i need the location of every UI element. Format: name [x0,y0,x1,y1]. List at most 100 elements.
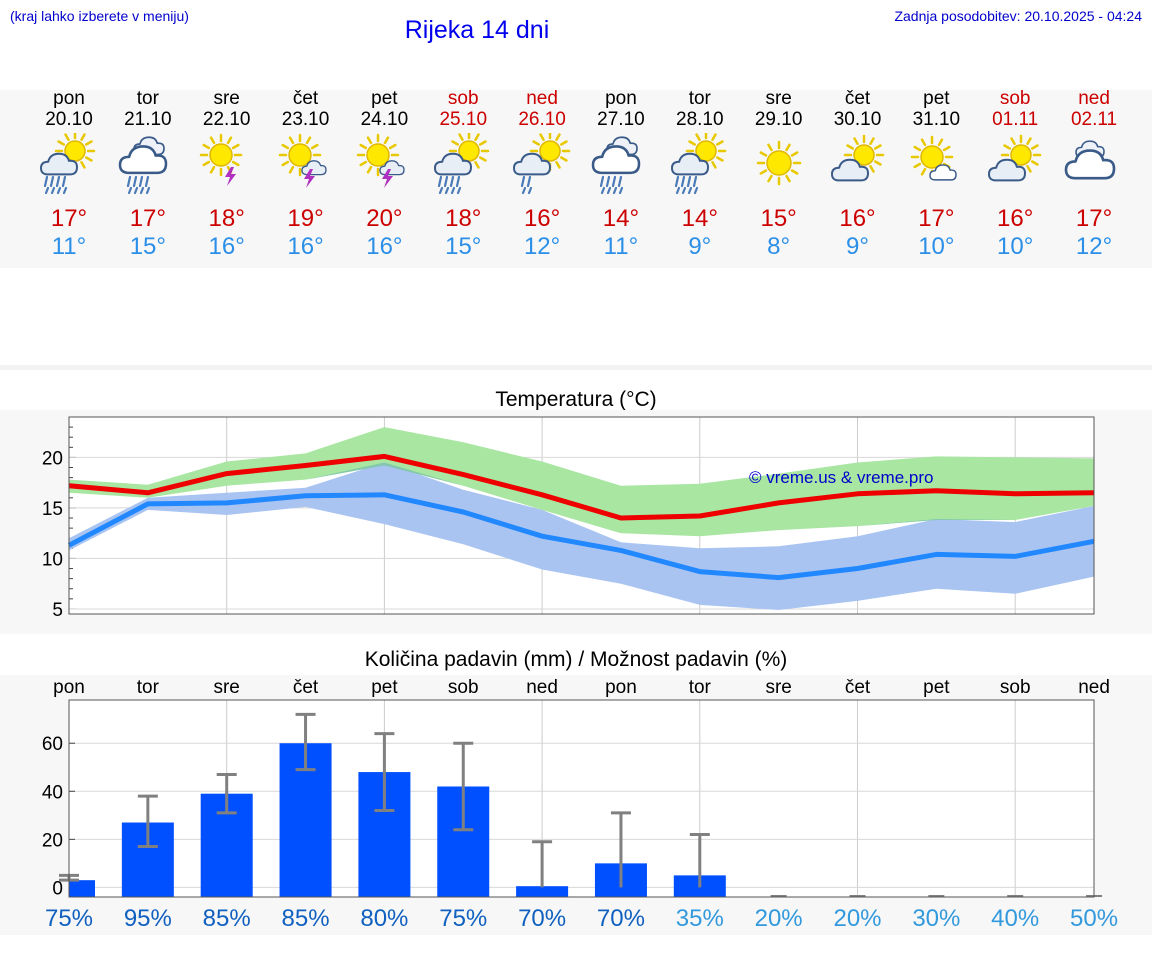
precipitation-probability: 70% [518,905,567,932]
day-name: pon [605,88,637,109]
x-tick-label: sob [1000,677,1031,698]
page-title: Rijeka 14 dni [404,16,550,44]
day-column: pet 31.10 17° 10° [891,89,981,261]
y-tick-label: 20 [42,830,63,851]
day-date: 29.10 [754,109,803,130]
max-temperature: 17° [129,205,166,232]
day-date: 20.10 [45,109,93,130]
max-temperature: 16° [997,205,1034,232]
day-column: sob 25.10 18° 15° [418,89,508,261]
precipitation-chart: pon tor sre čet pet sob ned pon tor sre čet pet sob n… [42,677,1110,899]
max-temperature: 14° [602,205,640,232]
day-name: sre [765,88,792,109]
min-temperature: 9° [846,233,869,260]
day-name: sob [447,88,479,109]
x-tick-label: pet [923,677,950,698]
x-tick-label: ned [1078,677,1110,698]
cloud-rain-icon [591,136,641,195]
day-date: 23.10 [281,109,330,130]
max-temperature: 19° [287,205,324,232]
sun-cloud-rain-icon [434,133,490,195]
max-temperature: 17° [50,205,88,232]
y-tick-label: 60 [42,734,63,755]
max-temperature-line [68,453,1095,521]
day-date: 28.10 [676,109,724,130]
min-temperature: 10° [918,233,955,260]
day-name: sre [213,88,240,109]
cloud-rain-icon [118,136,168,195]
x-tick-label: pet [371,677,398,698]
precipitation-chart-title: Količina padavin (mm) / Možnost padavin … [364,648,788,671]
day-column: tor 21.10 17° 15° [103,89,193,261]
sun-cloud-drizzle-icon [513,133,571,195]
day-name: pon [53,88,85,109]
max-temperature: 18° [208,205,245,232]
day-column: tor 28.10 14° 9° [655,89,745,261]
day-name: pet [371,88,398,109]
max-temperature: 18° [445,205,482,232]
day-column: pon 20.10 17° 11° [24,89,114,261]
day-column: čet 23.10 19° 16° [261,89,351,261]
sun-cloud-thunder-icon [278,133,327,188]
y-tick-label: 5 [52,600,63,621]
sun-cloud-icon [988,134,1042,182]
max-temperature: 14° [681,205,718,232]
sun-icon [756,140,801,186]
min-temperature: 9° [688,233,712,260]
y-tick-label: 0 [52,878,63,899]
day-column: sob 01.11 16° 10° [970,89,1060,261]
min-temperature: 16° [287,233,324,260]
temperature-chart-title: Temperatura (°C) [495,388,657,411]
max-temperature: 16° [523,205,561,232]
sun-cloud-rain-icon [670,133,727,195]
day-date: 21.10 [124,109,172,130]
day-name: pet [923,88,950,109]
precipitation-bar [516,886,569,897]
sun-cloud-rain-icon [40,133,96,195]
y-tick-label: 10 [42,549,63,570]
forecast-strip [0,90,1152,268]
precipitation-probability: 30% [912,905,961,932]
x-tick-label: ned [526,677,558,698]
min-temperature: 15° [445,233,482,260]
watermark: © vreme.us & vreme.pro [749,468,934,487]
day-column: ned 26.10 16° 12° [497,89,587,261]
max-temperature: 17° [1075,205,1113,232]
precipitation-probability: 80% [360,905,409,932]
separator [0,365,1152,370]
max-temperature: 16° [839,205,876,232]
sun-cloud-thunder-icon [357,133,406,188]
day-date: 24.10 [360,109,409,130]
day-column: ned 02.11 17° 12° [1049,89,1139,261]
day-name: tor [688,88,711,109]
sun-small-cloud-icon [911,135,958,181]
max-temperature: 17° [918,205,955,232]
x-tick-label: sre [213,677,239,698]
day-name: ned [1078,88,1110,109]
precipitation-probability: 35% [675,905,724,932]
day-date: 27.10 [597,109,645,130]
day-name: čet [292,88,319,109]
precipitation-probability: 75% [44,905,94,932]
plot-frame [68,699,1095,898]
sun-thunder-icon [199,133,242,186]
precipitation-probability: 40% [991,905,1040,932]
precipitation-probability: 20% [754,905,803,932]
min-temperature: 10° [997,233,1034,260]
day-column: pet 24.10 20° 16° [339,89,429,261]
day-column: sre 29.10 15° 8° [734,89,824,261]
min-temperature: 16° [208,233,245,260]
day-name: tor [136,88,159,109]
y-tick-label: 15 [42,499,63,520]
x-tick-label: sob [448,677,479,698]
day-date: 30.10 [833,109,882,130]
precipitation-probability: 70% [596,905,645,932]
day-date: 01.11 [992,109,1039,130]
precipitation-probability: 85% [202,905,251,932]
day-date: 25.10 [439,109,488,130]
day-column: čet 30.10 16° 9° [813,89,903,261]
min-temperature: 8° [767,233,791,260]
precipitation-probability: 85% [281,905,330,932]
day-date: 26.10 [518,109,566,130]
y-tick-label: 20 [42,448,63,469]
